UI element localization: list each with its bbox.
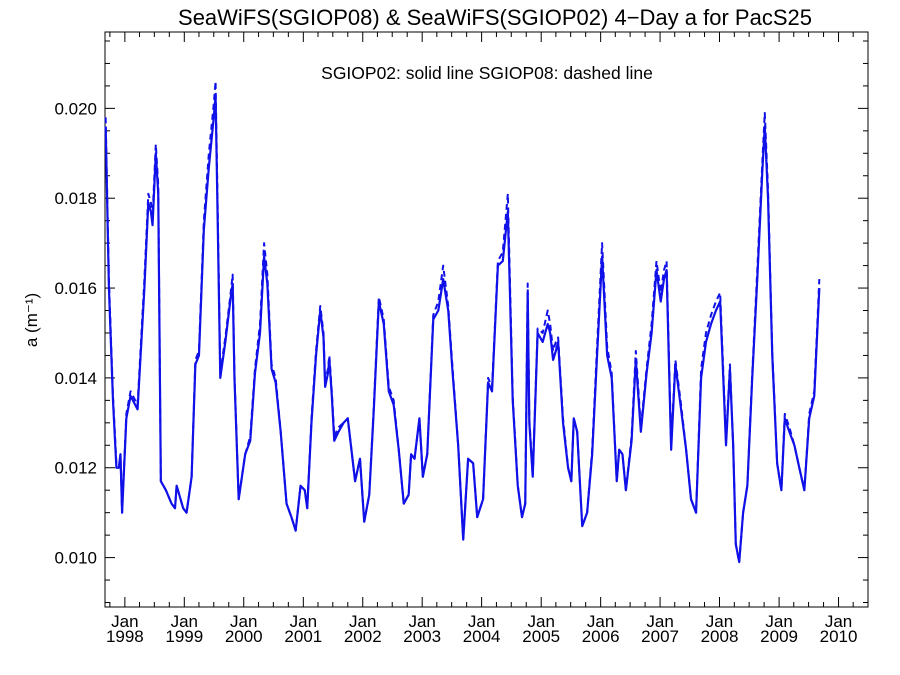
y-axis-ticks: 0.010 0.012 0.014 0.016 0.018 0.020 — [54, 40, 868, 604]
y-tick-label: 0.012 — [54, 459, 97, 478]
series-group — [104, 80, 821, 564]
x-tick-label-year: 2000 — [225, 627, 263, 646]
x-tick-label-month: Jan — [230, 612, 257, 631]
x-tick-label-year: 1999 — [165, 627, 203, 646]
x-tick-label-year: 2009 — [760, 627, 798, 646]
x-tick-label-month: Jan — [825, 612, 852, 631]
x-tick-label-month: Jan — [111, 612, 138, 631]
x-tick-label-month: Jan — [171, 612, 198, 631]
y-tick-label: 0.014 — [54, 369, 97, 388]
y-axis-label: a (m⁻¹) — [22, 293, 41, 347]
y-tick-label: 0.020 — [54, 99, 97, 118]
x-tick-label-month: Jan — [587, 612, 614, 631]
y-tick-label: 0.018 — [54, 189, 97, 208]
x-tick-label-year: 2008 — [701, 627, 739, 646]
series-line-solid — [104, 93, 821, 564]
x-tick-label-year: 2002 — [344, 627, 382, 646]
x-tick-label-month: Jan — [349, 612, 376, 631]
line-style-annotation: SGIOP02: solid line SGIOP08: dashed line — [321, 63, 653, 83]
x-tick-label-month: Jan — [706, 612, 733, 631]
y-tick-label: 0.016 — [54, 279, 97, 298]
y-tick-label: 0.010 — [54, 549, 97, 568]
x-tick-label-month: Jan — [527, 612, 554, 631]
x-tick-label-month: Jan — [290, 612, 317, 631]
x-tick-label-year: 2003 — [403, 627, 441, 646]
x-tick-label-year: 2005 — [522, 627, 560, 646]
x-tick-label-year: 2007 — [641, 627, 679, 646]
x-axis-ticks: Jan1998Jan1999Jan2000Jan2001Jan2002Jan20… — [106, 32, 869, 646]
chart-title: SeaWiFS(SGIOP08) & SeaWiFS(SGIOP02) 4−Da… — [178, 5, 812, 30]
x-tick-label-month: Jan — [408, 612, 435, 631]
x-tick-label-month: Jan — [468, 612, 495, 631]
x-tick-label-month: Jan — [646, 612, 673, 631]
x-tick-label-year: 2010 — [820, 627, 858, 646]
x-tick-label-year: 2006 — [582, 627, 620, 646]
x-tick-label-year: 2004 — [463, 627, 501, 646]
x-tick-label-year: 2001 — [284, 627, 322, 646]
plot-frame — [104, 31, 869, 608]
x-tick-label-year: 1998 — [106, 627, 144, 646]
series-line-dashed — [104, 80, 821, 564]
x-tick-label-month: Jan — [765, 612, 792, 631]
